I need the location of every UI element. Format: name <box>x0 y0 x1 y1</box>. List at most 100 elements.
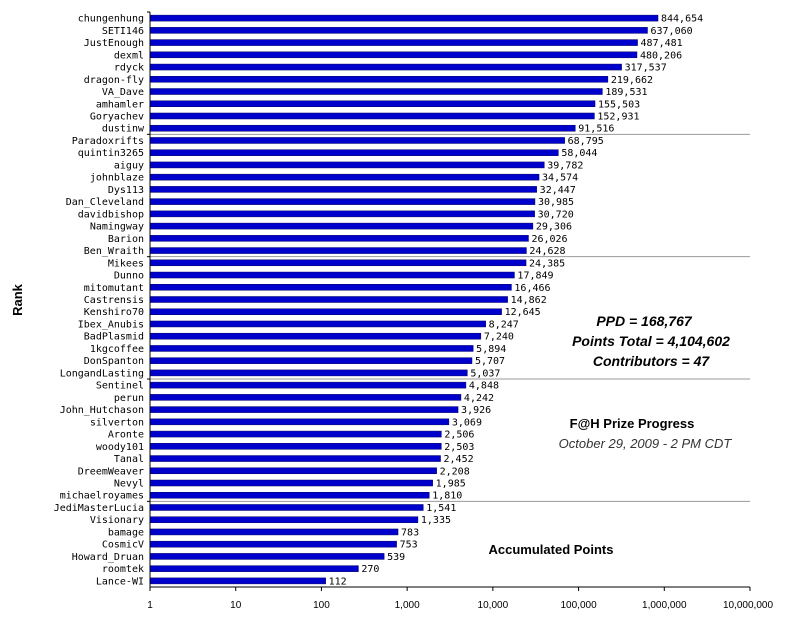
category-label: DonSpanton <box>84 356 144 367</box>
value-label: 155,503 <box>598 99 640 110</box>
value-label: 17,849 <box>517 271 553 282</box>
category-label: 1kgcoffee <box>90 344 144 355</box>
bar <box>149 553 385 560</box>
value-label: 480,206 <box>640 50 682 61</box>
bar <box>149 124 576 132</box>
value-label: 4,242 <box>464 393 494 404</box>
value-label: 24,628 <box>529 246 565 257</box>
category-label: Castrensis <box>84 295 144 306</box>
category-label: Ben_Wraith <box>84 246 144 257</box>
value-label: 32,447 <box>540 185 576 196</box>
x-tick-label: 1 <box>147 600 153 611</box>
bar <box>149 394 462 401</box>
points-total-annotation: Points Total = 4,104,602 <box>572 333 730 349</box>
value-label: 1,541 <box>426 503 456 514</box>
bar <box>149 259 527 267</box>
value-label: 2,208 <box>440 466 470 477</box>
accumulated-points-label: Accumulated Points <box>489 542 614 557</box>
bar <box>149 39 638 46</box>
axes <box>147 11 751 591</box>
value-label: 2,452 <box>444 454 474 465</box>
category-label: Dys113 <box>108 185 144 196</box>
value-label: 270 <box>361 564 379 575</box>
contributors-annotation: Contributors = 47 <box>593 353 711 369</box>
bar <box>149 284 512 291</box>
value-label: 12,645 <box>505 307 541 318</box>
category-label: dragon-fly <box>84 75 144 86</box>
value-label: 753 <box>400 540 418 551</box>
x-tick-label: 10 <box>230 600 242 611</box>
category-label: dustinw <box>102 124 145 135</box>
bar <box>149 491 430 499</box>
bar <box>149 308 502 315</box>
category-label: Lance-WI <box>96 576 144 587</box>
category-label: JediMasterLucia <box>54 503 144 514</box>
bar <box>149 247 527 254</box>
bar <box>149 577 326 585</box>
category-label: DreemWeaver <box>78 466 144 477</box>
bar <box>149 100 596 108</box>
bar <box>149 14 659 22</box>
value-label: 1,335 <box>421 515 451 526</box>
bar <box>149 88 603 95</box>
value-label: 3,069 <box>452 417 482 428</box>
value-label: 29,306 <box>536 222 572 233</box>
value-label: 30,720 <box>538 209 574 220</box>
bar <box>149 149 559 156</box>
value-label: 112 <box>329 576 347 587</box>
category-label: Nevyl <box>114 479 144 490</box>
category-label: Barion <box>108 234 144 245</box>
bar <box>149 137 565 144</box>
value-label: 14,862 <box>511 295 547 306</box>
bar <box>149 27 648 34</box>
category-label: John_Hutchason <box>60 405 144 416</box>
value-label: 539 <box>387 552 405 563</box>
category-label: woody101 <box>96 442 144 453</box>
bar <box>149 528 399 536</box>
category-label: silverton <box>90 417 144 428</box>
category-label: Paradoxrifts <box>72 136 144 147</box>
x-tick-label: 100,000 <box>560 600 597 611</box>
value-label: 24,385 <box>529 258 565 269</box>
category-label: Dan_Cleveland <box>66 197 144 208</box>
value-label: 26,026 <box>531 234 567 245</box>
y-axis-label: Rank <box>10 283 25 316</box>
category-label: perun <box>114 393 144 404</box>
category-label: Goryachev <box>90 111 144 122</box>
bar <box>149 406 459 413</box>
x-tick-labels: 1 10 100 1,000 10,000 100,000 1,000,000 10,000,… <box>147 600 773 611</box>
value-label: 219,662 <box>611 75 653 86</box>
value-label: 5,037 <box>470 368 500 379</box>
category-label: chungenhung <box>78 14 144 25</box>
x-tick-label: 10,000 <box>478 600 509 611</box>
bar <box>149 210 535 218</box>
value-label: 189,531 <box>605 87 647 98</box>
bar <box>149 357 473 364</box>
category-label: Mikees <box>108 258 144 269</box>
value-label: 317,537 <box>625 63 667 74</box>
value-label: 91,516 <box>578 124 614 135</box>
value-label: 1,985 <box>436 479 466 490</box>
value-label: 30,985 <box>538 197 574 208</box>
bar <box>149 540 397 548</box>
bar <box>149 112 595 120</box>
value-label: 7,240 <box>484 332 514 343</box>
ppd-annotation: PPD = 168,767 <box>596 313 693 329</box>
category-label: LongandLasting <box>60 368 144 379</box>
bar <box>149 332 482 340</box>
bar <box>149 235 529 242</box>
bar <box>149 565 359 572</box>
bar <box>149 430 442 438</box>
category-label: Howard_Druan <box>72 552 144 563</box>
bar <box>149 369 468 377</box>
bar <box>149 504 424 511</box>
category-label: VA_Dave <box>102 87 144 98</box>
value-label: 152,931 <box>597 111 639 122</box>
bar <box>149 381 467 389</box>
category-label: Kenshiro70 <box>84 307 144 318</box>
chart-title: F@H Prize Progress <box>570 416 695 431</box>
value-label: 34,574 <box>542 173 578 184</box>
